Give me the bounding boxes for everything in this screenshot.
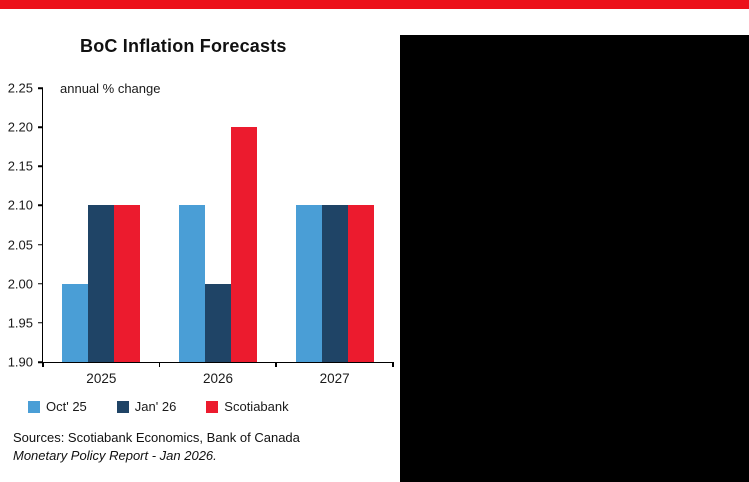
bar-group-2027: [295, 205, 374, 362]
bar-group-2026: [179, 127, 257, 362]
bar-jan-26-2026: [205, 283, 231, 362]
legend-item-jan-26: Jan' 26: [116, 399, 177, 414]
legend-swatch-icon: [206, 400, 219, 413]
legend-item-oct-25: Oct' 25: [28, 399, 87, 414]
chart-subtitle: annual % change: [60, 81, 161, 96]
y-axis-label: 2.00: [7, 276, 33, 292]
plot-area: 2.25 2.20 2.15 2.10 2.05 2.00 1.95 1.90 2025 2026…: [8, 81, 394, 386]
y-axis-tick: [38, 322, 43, 324]
y-axis-tick: [38, 243, 43, 246]
sources-note: Sources: Scotiabank Economics, Bank of C…: [13, 429, 300, 465]
bar-oct-25-2025: [62, 283, 89, 362]
x-axis-label: 2026: [202, 371, 234, 386]
bar-jan-26-2025: [88, 205, 115, 362]
y-axis-label: 2.15: [7, 158, 33, 174]
legend-swatch-icon: [116, 400, 129, 413]
legend-item-scotiabank: Scotiabank: [206, 399, 289, 414]
chart-title: BoC Inflation Forecasts: [80, 36, 287, 56]
chart-legend: Oct' 25 Jan' 26 Scotiabank: [28, 399, 289, 414]
right-black-panel: [400, 35, 749, 482]
sources-line-2: Monetary Policy Report - Jan 2026.: [13, 448, 217, 464]
y-axis-tick: [38, 282, 43, 285]
legend-swatch-icon: [28, 400, 40, 413]
y-axis-label: 2.25: [7, 80, 33, 96]
top-red-banner: [0, 0, 749, 9]
y-axis-tick: [38, 361, 43, 363]
sources-line-1: Sources: Scotiabank Economics, Bank of C…: [13, 430, 300, 445]
x-axis-label: 2025: [86, 371, 117, 386]
y-axis-tick: [38, 126, 43, 128]
y-axis-label: 2.05: [7, 237, 33, 253]
legend-label: Oct' 25: [46, 399, 87, 414]
bar-oct-25-2027: [295, 205, 322, 362]
bar-group-2025: [62, 205, 141, 362]
bar-jan-26-2027: [321, 205, 348, 362]
bar-oct-25-2026: [179, 205, 205, 362]
y-axis-label: 2.10: [7, 197, 33, 213]
x-axis-tick: [158, 362, 161, 367]
y-axis-tick: [38, 87, 43, 89]
y-axis-tick: [38, 165, 43, 168]
y-axis-tick: [38, 204, 43, 207]
y-axis-label: 1.90: [7, 354, 33, 370]
bar-scotiabank-2026: [231, 127, 257, 362]
y-axis-label: 1.95: [7, 315, 33, 331]
x-axis-tick: [392, 362, 394, 367]
x-axis-label: 2027: [319, 371, 350, 386]
y-axis-label: 2.20: [7, 119, 33, 135]
bar-scotiabank-2025: [114, 205, 141, 362]
x-axis-tick: [42, 362, 44, 367]
legend-label: Scotiabank: [224, 399, 289, 414]
x-axis-tick: [275, 362, 277, 367]
bar-scotiabank-2027: [347, 205, 374, 362]
legend-label: Jan' 26: [134, 399, 177, 414]
